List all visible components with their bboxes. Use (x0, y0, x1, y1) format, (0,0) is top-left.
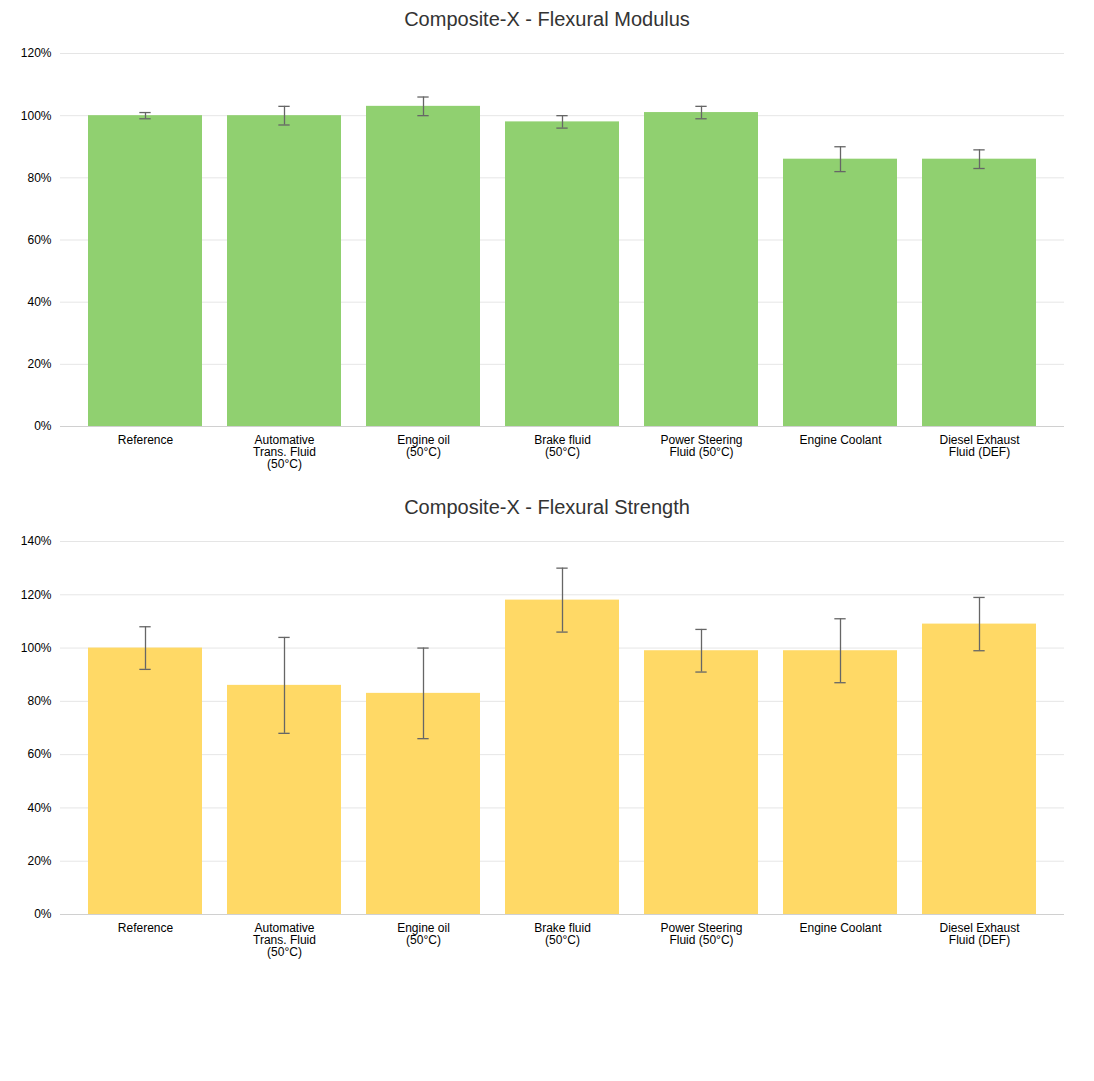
svg-text:80%: 80% (27, 171, 51, 185)
svg-text:Diesel ExhaustFluid (DEF): Diesel ExhaustFluid (DEF) (939, 433, 1020, 459)
svg-text:Brake fluid(50°C): Brake fluid(50°C) (534, 433, 591, 459)
svg-text:100%: 100% (21, 641, 52, 655)
svg-text:Power SteeringFluid (50°C): Power SteeringFluid (50°C) (660, 921, 742, 947)
svg-text:60%: 60% (27, 233, 51, 247)
html-text:Composite-X - Flexural Modulus: Composite-X - Flexural Modulus (404, 8, 690, 30)
svg-text:Brake fluid(50°C): Brake fluid(50°C) (534, 921, 591, 947)
svg-text:20%: 20% (27, 357, 51, 371)
svg-text:Reference: Reference (118, 921, 174, 935)
html-text:Composite-X - Flexural Strengt: Composite-X - Flexural Strength (404, 496, 690, 518)
svg-text:100%: 100% (21, 109, 52, 123)
svg-text:AutomativeTrans. Fluid(50°C): AutomativeTrans. Fluid(50°C) (253, 433, 316, 471)
svg-text:0%: 0% (34, 419, 52, 433)
svg-text:140%: 140% (21, 534, 52, 548)
svg-text:40%: 40% (27, 801, 51, 815)
svg-text:120%: 120% (21, 46, 52, 60)
svg-text:120%: 120% (21, 588, 52, 602)
svg-text:40%: 40% (27, 295, 51, 309)
svg-text:Engine Coolant: Engine Coolant (799, 433, 882, 447)
svg-text:80%: 80% (27, 694, 51, 708)
svg-text:Engine oil(50°C): Engine oil(50°C) (397, 921, 450, 947)
svg-text:Engine oil(50°C): Engine oil(50°C) (397, 433, 450, 459)
svg-text:60%: 60% (27, 747, 51, 761)
svg-text:Engine Coolant: Engine Coolant (799, 921, 882, 935)
svg-text:Diesel ExhaustFluid (DEF): Diesel ExhaustFluid (DEF) (939, 921, 1020, 947)
svg-text:AutomativeTrans. Fluid(50°C): AutomativeTrans. Fluid(50°C) (253, 921, 316, 959)
svg-text:Power SteeringFluid (50°C): Power SteeringFluid (50°C) (660, 433, 742, 459)
svg-text:20%: 20% (27, 854, 51, 868)
svg-text:0%: 0% (34, 907, 52, 921)
svg-text:Reference: Reference (118, 433, 174, 447)
